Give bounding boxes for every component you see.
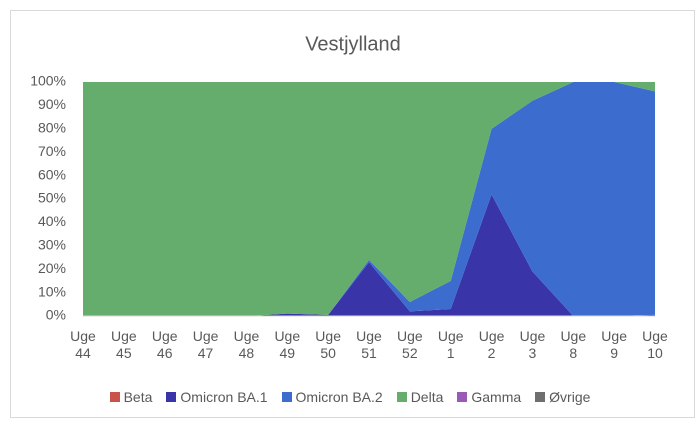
legend-label: Delta: [410, 389, 444, 405]
legend-swatch: [166, 392, 177, 402]
x-tick-label: Uge 48: [233, 328, 260, 361]
y-tick-label: 10%: [38, 283, 66, 299]
x-tick-label: Uge 46: [151, 328, 178, 361]
y-tick-label: 60%: [38, 166, 66, 182]
legend-label: Beta: [123, 389, 153, 405]
legend-label: Øvrige: [549, 389, 591, 405]
y-tick-label: 50%: [38, 190, 66, 206]
legend-item: Gamma: [457, 389, 521, 405]
legend-item: Omicron BA.2: [281, 389, 383, 405]
legend-item: Omicron BA.1: [166, 389, 268, 405]
area: [83, 82, 655, 316]
legend-swatch: [109, 392, 120, 402]
x-tick-label: Uge 9: [601, 328, 627, 361]
legend-item: Øvrige: [535, 389, 590, 405]
y-tick-label: 70%: [38, 143, 66, 159]
x-tick-label: Uge 8: [560, 328, 587, 361]
legend-label: Gamma: [471, 389, 522, 405]
legend-item: Beta: [109, 389, 153, 405]
legend-swatch: [396, 392, 407, 402]
x-tick-label: Uge 51: [356, 328, 382, 361]
y-tick-label: 80%: [38, 120, 66, 136]
x-tick-label: Uge 45: [111, 328, 137, 361]
x-tick-label: Uge 50: [315, 328, 341, 361]
x-tick-label: Uge 2: [478, 328, 505, 361]
x-tick-label: Uge 44: [70, 328, 96, 361]
area: [83, 82, 655, 316]
y-tick-label: 40%: [38, 213, 66, 229]
y-tick-label: 30%: [38, 237, 66, 253]
x-tick-label: Uge 3: [519, 328, 546, 361]
y-tick-label: 0%: [46, 307, 66, 323]
area: [83, 194, 655, 316]
x-tick-label: Uge 49: [274, 328, 301, 361]
x-tick-label: Uge 10: [642, 328, 668, 361]
x-tick-label: Uge 47: [192, 328, 219, 361]
x-tick-label: Uge 1: [437, 328, 464, 361]
legend-item: Delta: [396, 389, 444, 405]
legend-label: Omicron BA.2: [295, 389, 383, 405]
legend-label: Omicron BA.1: [180, 389, 268, 405]
legend-swatch: [457, 392, 468, 402]
chart-title: Vestjylland: [305, 33, 401, 55]
legend-swatch: [281, 392, 292, 402]
y-tick-label: 20%: [38, 260, 66, 276]
legend: Beta Omicron BA.1 Omicron BA.2 Delta Gamma Øv…: [0, 389, 700, 405]
y-tick-label: 90%: [38, 96, 66, 112]
x-tick-label: Uge 52: [397, 328, 423, 361]
y-tick-label: 100%: [30, 73, 66, 89]
legend-swatch: [535, 392, 546, 402]
